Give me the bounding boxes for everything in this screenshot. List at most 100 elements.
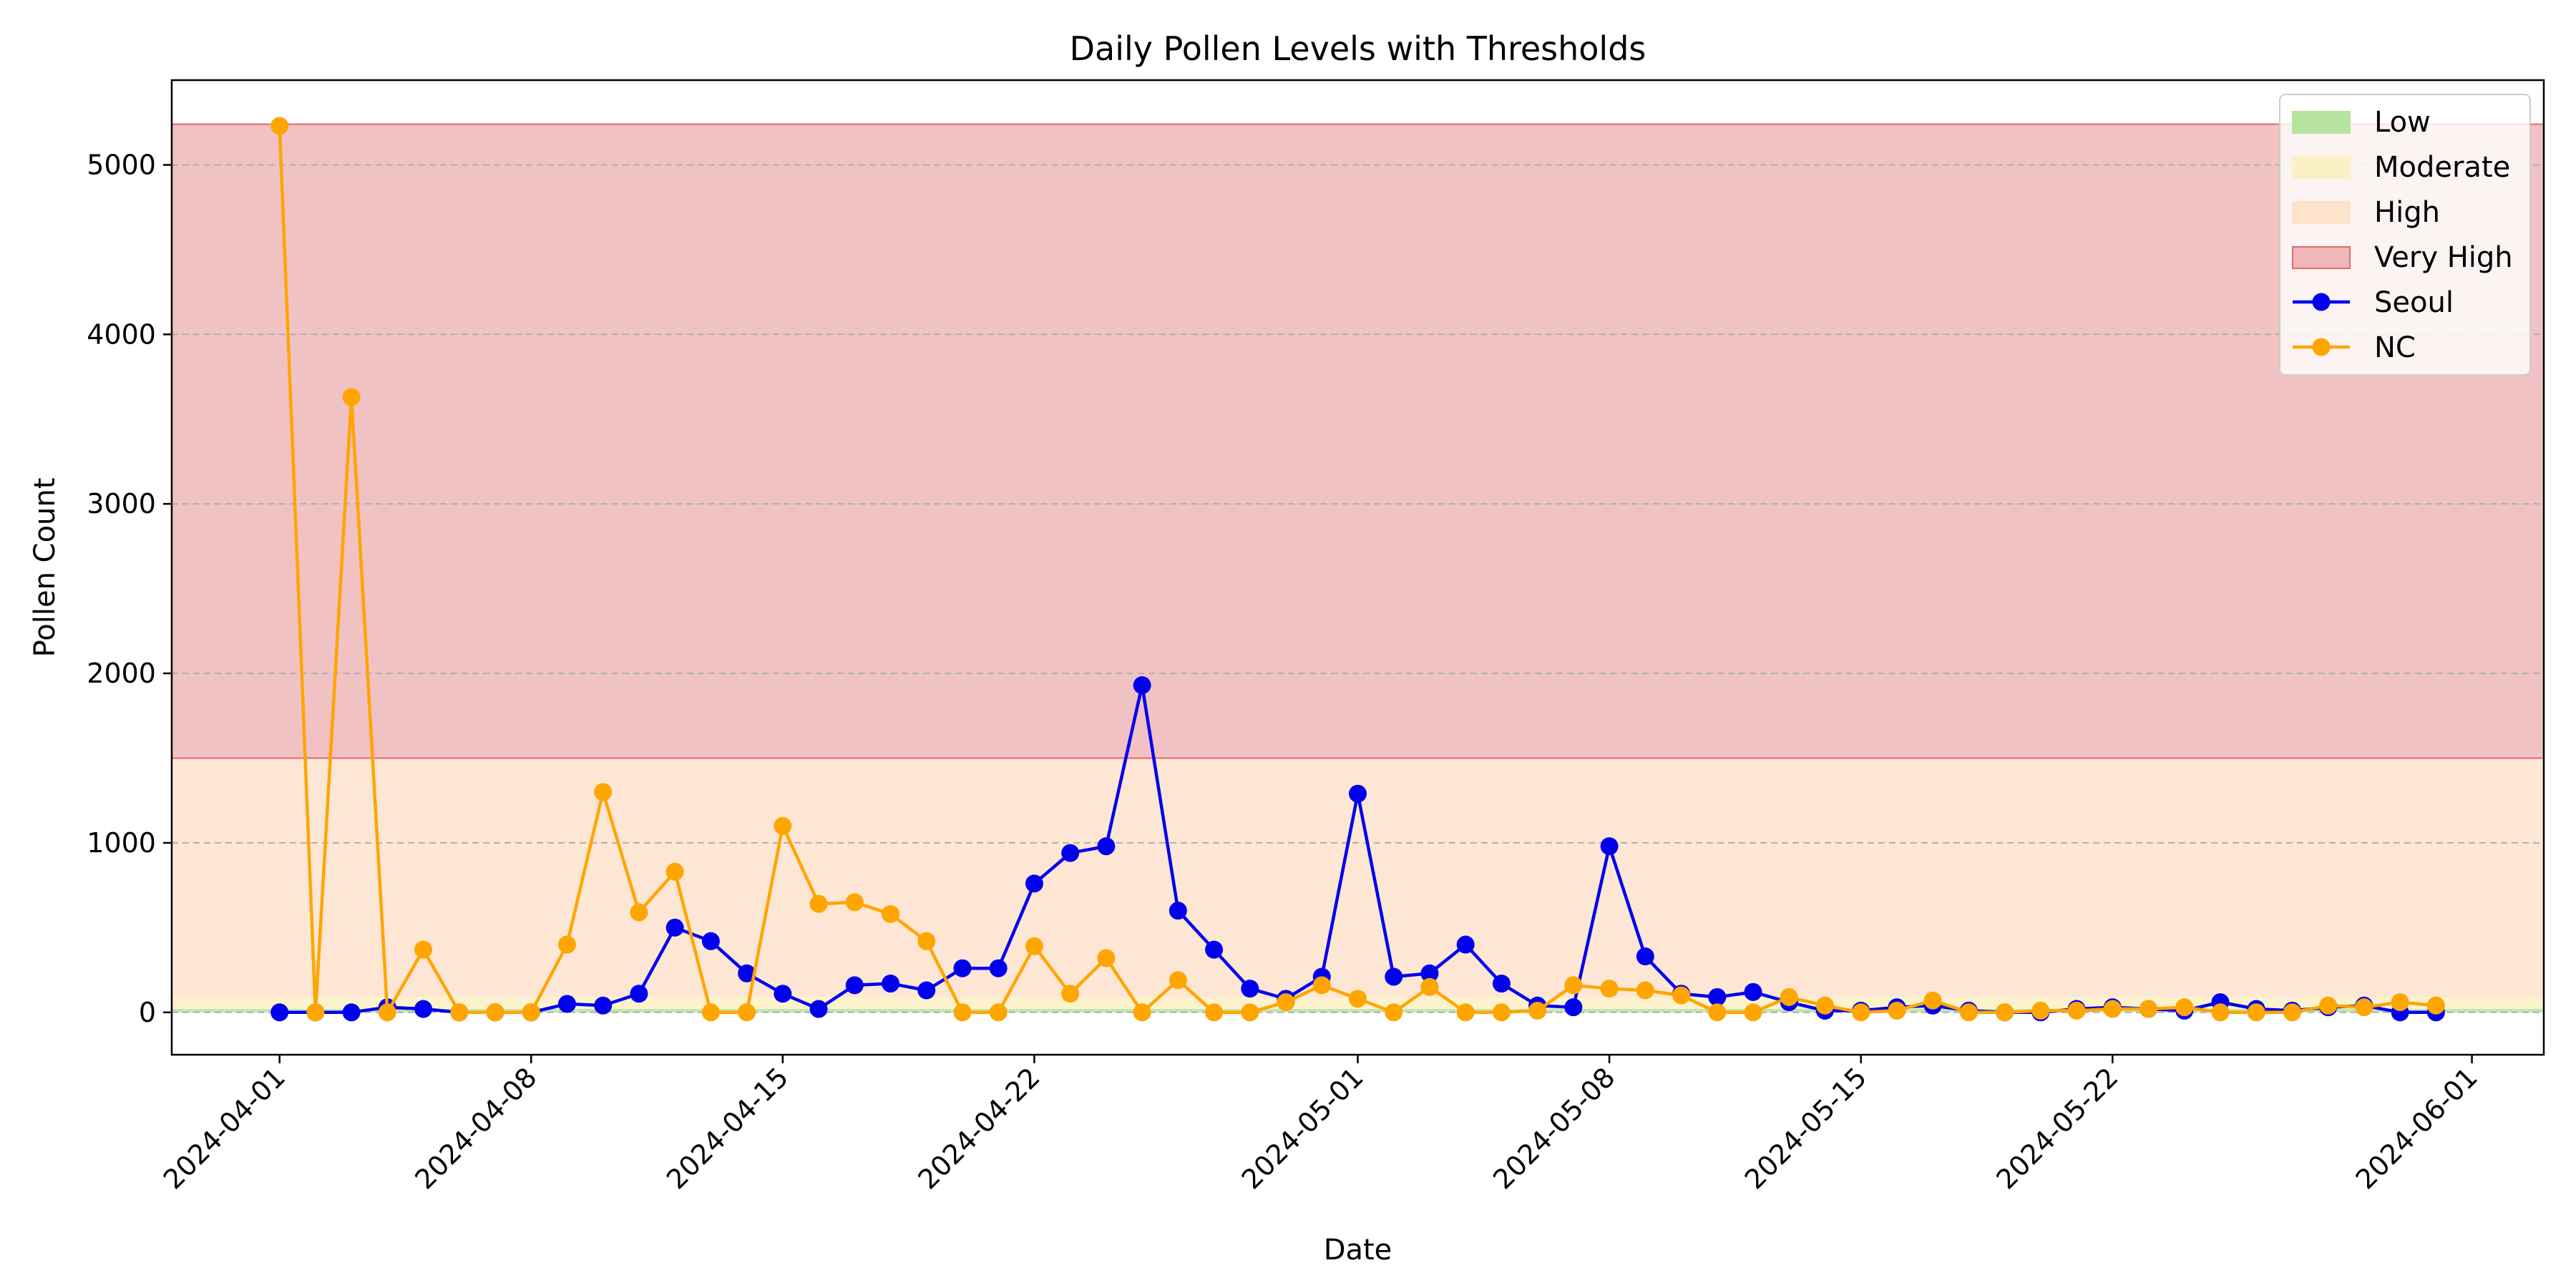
data-point-nc bbox=[1815, 996, 1834, 1015]
data-point-seoul bbox=[342, 1003, 361, 1022]
data-point-nc bbox=[882, 904, 900, 923]
data-point-nc bbox=[1169, 971, 1187, 990]
data-point-nc bbox=[378, 1003, 396, 1022]
x-tick-label: 2024-05-15 bbox=[1739, 1061, 1873, 1195]
data-point-seoul bbox=[1708, 987, 1727, 1006]
data-point-seoul bbox=[845, 976, 864, 995]
data-point-nc bbox=[1061, 985, 1080, 1003]
data-point-nc bbox=[2140, 1000, 2157, 1018]
data-point-nc bbox=[701, 1003, 720, 1022]
data-point-nc bbox=[1025, 937, 1043, 955]
data-point-nc bbox=[1528, 1001, 1547, 1020]
data-point-nc bbox=[1277, 993, 1295, 1012]
data-point-seoul bbox=[1061, 844, 1080, 862]
data-point-nc bbox=[1996, 1003, 2014, 1022]
data-point-seoul bbox=[1025, 874, 1043, 893]
data-point-seoul bbox=[1205, 940, 1224, 959]
data-point-seoul bbox=[665, 918, 684, 937]
data-point-nc bbox=[1600, 980, 1619, 998]
data-point-nc bbox=[1923, 991, 1942, 1010]
data-point-nc bbox=[2103, 1000, 2122, 1018]
y-tick-label: 4000 bbox=[87, 318, 156, 350]
data-point-nc bbox=[1959, 1003, 1978, 1022]
data-point-nc bbox=[306, 1003, 325, 1022]
data-point-nc bbox=[1349, 990, 1367, 1008]
legend-label: Seoul bbox=[2374, 286, 2454, 319]
data-point-nc bbox=[2175, 998, 2194, 1017]
x-tick-label: 2024-04-08 bbox=[409, 1061, 542, 1195]
legend: Low Moderate High Very High Seoul NC bbox=[2279, 94, 2531, 376]
band-very-high bbox=[171, 123, 2545, 759]
data-point-seoul bbox=[1600, 837, 1619, 856]
x-tick-label: 2024-05-22 bbox=[1990, 1061, 2124, 1195]
series-nc bbox=[270, 117, 2445, 1022]
data-point-seoul bbox=[270, 1003, 289, 1022]
y-axis: 0 1000 2000 3000 4000 5000 bbox=[87, 149, 172, 1028]
data-point-nc bbox=[1852, 1003, 1870, 1022]
data-point-nc bbox=[1420, 977, 1439, 996]
legend-marker bbox=[2312, 293, 2331, 311]
data-point-seoul bbox=[882, 975, 900, 993]
x-tick-label: 2024-04-15 bbox=[660, 1061, 794, 1195]
data-point-nc bbox=[522, 1003, 540, 1022]
data-point-seoul bbox=[953, 959, 972, 977]
data-point-seoul bbox=[1385, 967, 1403, 986]
series-lines bbox=[270, 117, 2445, 1022]
data-point-nc bbox=[2031, 1001, 2050, 1020]
legend-label: NC bbox=[2374, 331, 2416, 364]
data-point-seoul bbox=[989, 959, 1008, 977]
data-point-nc bbox=[1241, 1003, 1259, 1022]
legend-marker bbox=[2312, 338, 2331, 356]
data-point-seoul bbox=[774, 985, 792, 1003]
data-point-seoul bbox=[1492, 975, 1511, 993]
data-point-seoul bbox=[1456, 935, 1475, 954]
x-tick-label: 2024-05-01 bbox=[1236, 1061, 1370, 1195]
legend-swatch bbox=[2292, 201, 2351, 224]
data-point-nc bbox=[1744, 1003, 1762, 1022]
data-point-nc bbox=[2391, 993, 2409, 1012]
data-point-seoul bbox=[809, 1000, 828, 1018]
data-point-nc bbox=[1672, 986, 1691, 1005]
data-point-nc bbox=[665, 862, 684, 881]
data-point-nc bbox=[809, 894, 828, 913]
x-tick-label: 2024-04-01 bbox=[157, 1061, 291, 1195]
data-point-nc bbox=[917, 932, 936, 950]
y-axis-label: Pollen Count bbox=[29, 478, 62, 658]
data-point-nc bbox=[1888, 1001, 1906, 1020]
data-point-nc bbox=[630, 903, 648, 922]
data-point-nc bbox=[1780, 987, 1798, 1006]
data-point-seoul bbox=[594, 996, 613, 1015]
data-point-seoul bbox=[701, 932, 720, 950]
data-point-nc bbox=[1708, 1003, 1727, 1022]
data-point-nc bbox=[953, 1003, 972, 1022]
data-point-seoul bbox=[1133, 676, 1151, 695]
data-point-seoul bbox=[1241, 980, 1259, 998]
x-tick-label: 2024-05-08 bbox=[1487, 1061, 1621, 1195]
data-point-nc bbox=[2247, 1003, 2265, 1022]
data-point-nc bbox=[738, 1003, 756, 1022]
data-point-nc bbox=[989, 1003, 1008, 1022]
data-point-nc bbox=[1312, 976, 1331, 995]
data-point-seoul bbox=[1097, 837, 1116, 856]
data-point-nc bbox=[594, 783, 613, 801]
legend-swatch bbox=[2292, 246, 2351, 269]
x-axis: 2024-04-01 2024-04-08 2024-04-15 2024-04-22… bbox=[157, 1055, 2484, 1196]
data-point-seoul bbox=[1564, 998, 1583, 1017]
data-point-nc bbox=[1636, 981, 1654, 1000]
y-tick-label: 1000 bbox=[87, 827, 156, 859]
chart-title: Daily Pollen Levels with Thresholds bbox=[1070, 29, 1646, 68]
data-point-nc bbox=[1564, 976, 1583, 995]
band-low bbox=[172, 1009, 2544, 1013]
data-point-nc bbox=[2211, 1003, 2230, 1022]
data-point-nc bbox=[486, 1003, 504, 1022]
data-point-nc bbox=[270, 117, 289, 135]
y-tick-label: 0 bbox=[139, 997, 156, 1028]
y-tick-label: 5000 bbox=[87, 149, 156, 180]
data-point-seoul bbox=[738, 964, 756, 982]
legend-swatch bbox=[2292, 111, 2351, 134]
legend-label: Moderate bbox=[2374, 151, 2510, 184]
data-point-nc bbox=[1456, 1003, 1475, 1022]
data-point-seoul bbox=[558, 995, 576, 1013]
data-point-nc bbox=[1492, 1003, 1511, 1022]
